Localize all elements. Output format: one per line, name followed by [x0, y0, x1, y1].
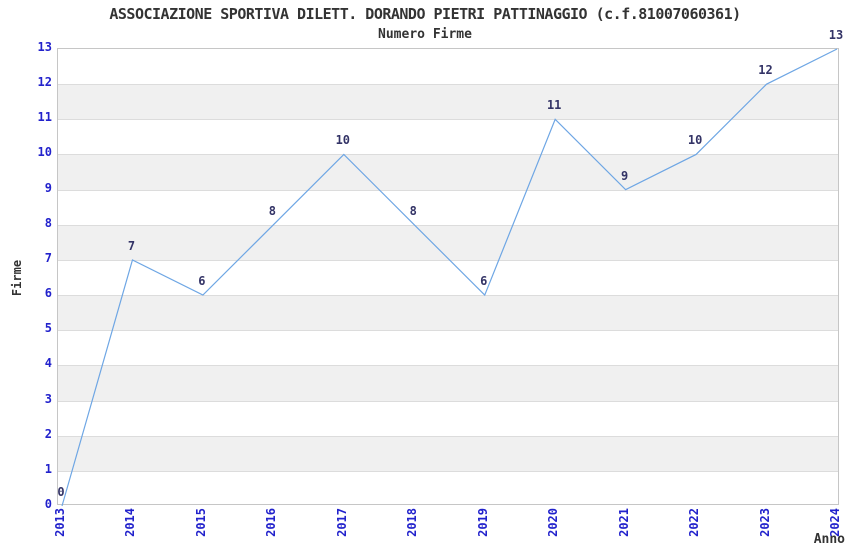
- y-tick-label: 2: [44, 426, 52, 441]
- data-point-label: 10: [335, 133, 351, 148]
- gridline: [58, 330, 838, 332]
- x-tick-label: 2019: [475, 508, 490, 537]
- data-point-label: 13: [828, 28, 844, 42]
- data-point-label: 9: [621, 168, 629, 183]
- y-tick-label: 3: [44, 391, 52, 406]
- gridline: [58, 224, 838, 226]
- chart-title: ASSOCIAZIONE SPORTIVA DILETT. DORANDO PI…: [109, 5, 741, 23]
- gridline: [58, 295, 838, 297]
- x-tick-label: 2017: [334, 508, 349, 537]
- y-tick-label: 8: [44, 215, 52, 230]
- background-band: [58, 154, 838, 190]
- gridline: [58, 400, 838, 402]
- gridline: [58, 365, 838, 367]
- x-tick-label: 2015: [193, 508, 208, 537]
- gridline: [58, 435, 838, 437]
- x-tick-label: 2024: [828, 508, 842, 537]
- data-point-label: 12: [758, 63, 773, 78]
- data-point-label: 8: [409, 203, 417, 218]
- x-tick-label: 2023: [757, 508, 772, 537]
- data-point-label: 0: [57, 485, 65, 499]
- y-tick-label: 4: [44, 356, 52, 371]
- gridline: [58, 470, 838, 472]
- data-point-label: 10: [687, 133, 703, 148]
- y-tick-label: 0: [44, 497, 52, 511]
- x-tick-label: 2016: [264, 508, 279, 537]
- y-tick-label: 12: [37, 75, 52, 90]
- data-line: [61, 48, 838, 507]
- background-band: [58, 365, 838, 401]
- data-point-label: 6: [198, 274, 206, 289]
- y-tick-label: 9: [44, 180, 52, 195]
- background-band: [58, 84, 838, 120]
- chart-subtitle: Numero Firme: [378, 27, 472, 42]
- plot-area: [57, 48, 839, 507]
- data-point-label: 11: [546, 98, 562, 113]
- y-tick-label: 5: [44, 321, 52, 336]
- gridline: [58, 259, 838, 261]
- y-tick-label: 1: [44, 461, 52, 476]
- y-axis-label: Firme: [10, 259, 24, 297]
- x-tick-label: 2014: [123, 508, 138, 537]
- gridline: [58, 119, 838, 121]
- y-tick-label: 13: [37, 40, 52, 54]
- background-band: [58, 435, 838, 471]
- y-tick-label: 11: [37, 110, 52, 125]
- gridline: [58, 84, 838, 86]
- x-tick-label: 2013: [53, 508, 67, 537]
- y-tick-label: 10: [37, 145, 52, 160]
- data-point-label: 6: [480, 274, 488, 289]
- gridline: [58, 189, 838, 191]
- data-point-label: 7: [127, 238, 136, 253]
- x-tick-label: 2018: [405, 508, 420, 537]
- y-tick-label: 7: [44, 250, 52, 265]
- background-band: [58, 295, 838, 331]
- line-series: [61, 48, 838, 507]
- data-point-label: 8: [268, 203, 276, 218]
- gridline: [58, 154, 838, 156]
- background-band: [58, 224, 838, 260]
- y-tick-label: 6: [44, 286, 52, 301]
- x-tick-label: 2021: [616, 508, 631, 537]
- x-tick-label: 2020: [546, 508, 561, 537]
- x-axis-label: Anno: [813, 532, 845, 547]
- x-tick-label: 2022: [687, 508, 702, 537]
